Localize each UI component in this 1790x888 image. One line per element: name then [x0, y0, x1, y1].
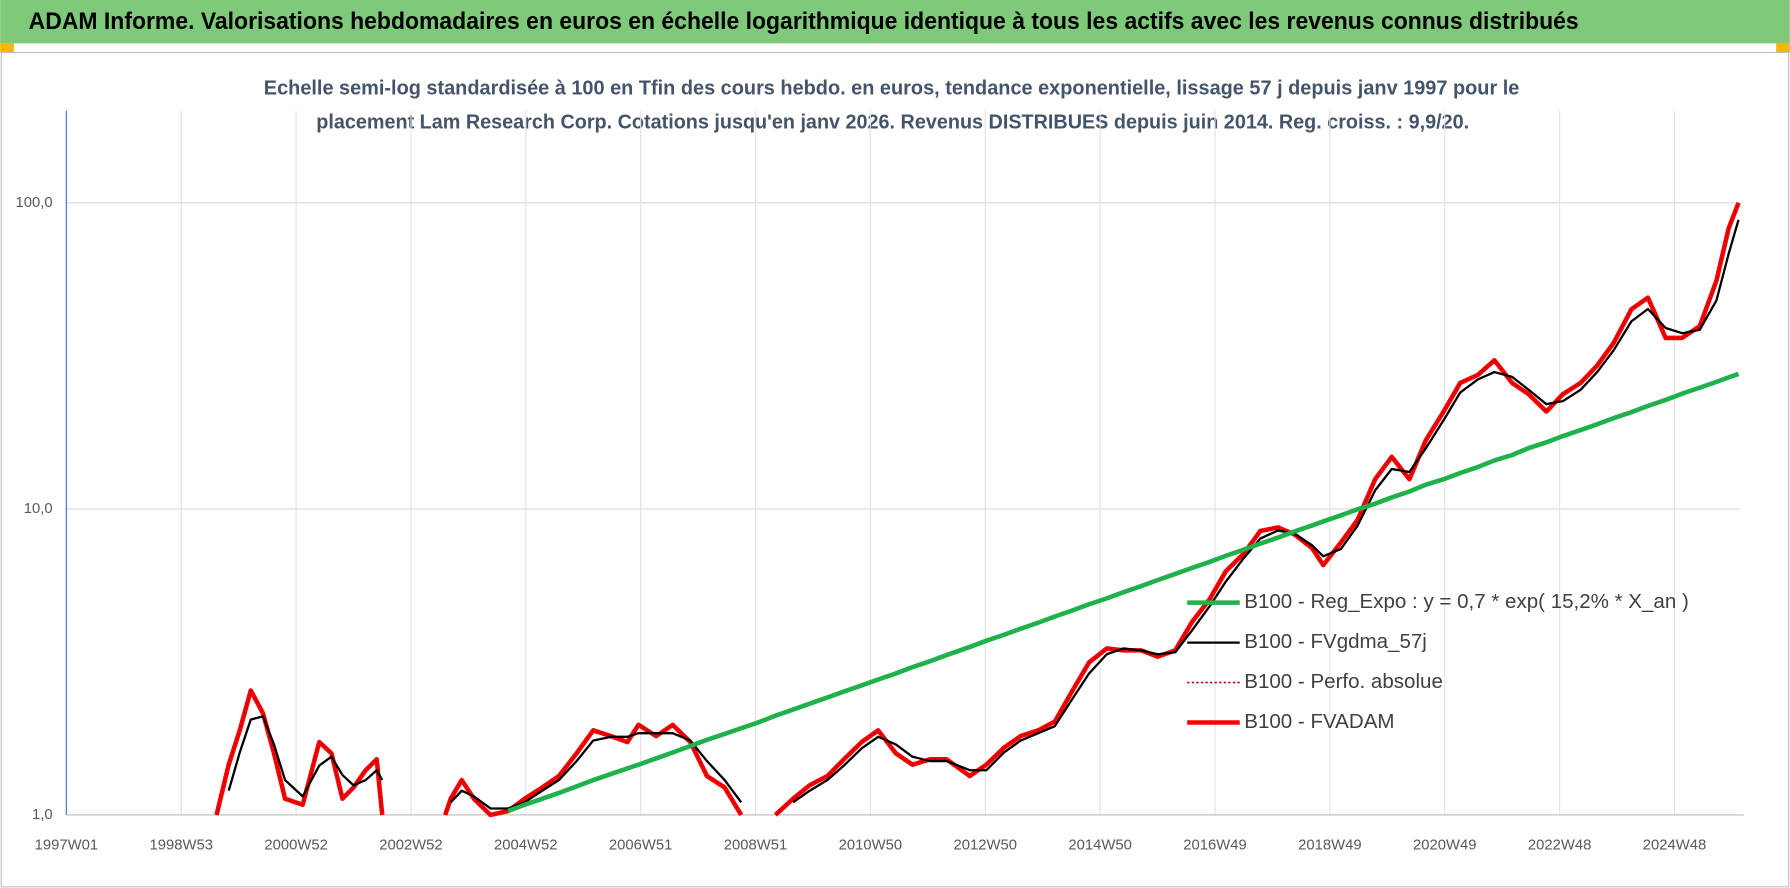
chart-title: ADAM Informe. Valorisations hebdomadaire…	[29, 8, 1579, 35]
chart-frame	[0, 51, 1790, 888]
y-tick-label: 1,0	[32, 807, 53, 823]
x-tick-label: 2008W51	[724, 838, 787, 854]
corner-mark	[0, 43, 14, 53]
x-tick-label: 2014W50	[1068, 838, 1131, 854]
x-tick-label: 2010W50	[839, 838, 902, 854]
chart-subtitle: placement Lam Research Corp. Cotations j…	[316, 111, 1469, 134]
x-tick-label: 2000W52	[264, 838, 327, 854]
x-tick-label: 2004W52	[494, 838, 557, 854]
chart-subtitle: Echelle semi-log standardisée à 100 en T…	[264, 76, 1520, 99]
header-bar	[0, 0, 1790, 44]
y-tick-label: 100,0	[16, 195, 53, 211]
legend-label: B100 - FVADAM	[1244, 710, 1394, 733]
x-tick-label: 2024W48	[1643, 838, 1706, 854]
x-tick-label: 1998W53	[149, 838, 212, 854]
x-tick-label: 2012W50	[954, 838, 1017, 854]
x-tick-label: 2018W49	[1298, 838, 1361, 854]
legend-label: B100 - Perfo. absolue	[1244, 670, 1443, 693]
plot-lines	[214, 202, 1741, 818]
series-line	[507, 371, 1740, 814]
legend-label: B100 - Reg_Expo : y = 0,7 * exp( 15,2% *…	[1244, 590, 1689, 613]
x-tick-label: 2020W49	[1413, 838, 1476, 854]
x-tick-label: 2016W49	[1183, 838, 1246, 854]
legend-label: B100 - FVgdma_57j	[1244, 630, 1427, 653]
series-line	[227, 219, 1740, 810]
x-tick-label: 2006W51	[609, 838, 672, 854]
x-tick-label: 2022W48	[1528, 838, 1591, 854]
x-tick-label: 1997W01	[35, 838, 98, 854]
x-tick-label: 2002W52	[379, 838, 442, 854]
y-tick-label: 10,0	[24, 501, 53, 517]
corner-mark	[1776, 43, 1790, 53]
